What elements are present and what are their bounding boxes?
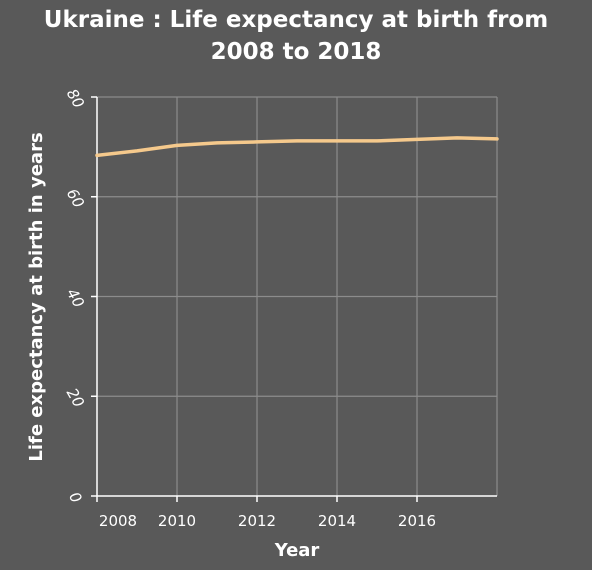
x-axis-ticks: 2008 2010 2012 2014 2016 [96, 496, 436, 530]
y-axis-ticks: 0 20 40 60 80 [63, 86, 97, 506]
series-line [95, 136, 499, 158]
chart-title-line-2: 2008 to 2018 [211, 39, 382, 65]
series-layer [95, 136, 499, 158]
x-tick-label: 2010 [158, 512, 196, 530]
x-tick-label: 2012 [238, 512, 276, 530]
y-tick-label: 0 [65, 489, 85, 506]
x-tick-label: 2014 [318, 512, 356, 530]
x-tick-label: 2016 [398, 512, 436, 530]
y-tick-label: 60 [63, 185, 88, 211]
y-axis-label: Life expectancy at birth in years [26, 132, 47, 461]
chart-title-line-1: Ukraine : Life expectancy at birth from [44, 7, 548, 33]
grid-lines [97, 96, 498, 496]
y-tick-label: 40 [63, 285, 88, 311]
y-tick-label: 20 [63, 385, 88, 411]
x-axis-label: Year [274, 540, 320, 561]
x-tick-label: 2008 [99, 512, 137, 530]
y-tick-label: 80 [63, 86, 88, 112]
